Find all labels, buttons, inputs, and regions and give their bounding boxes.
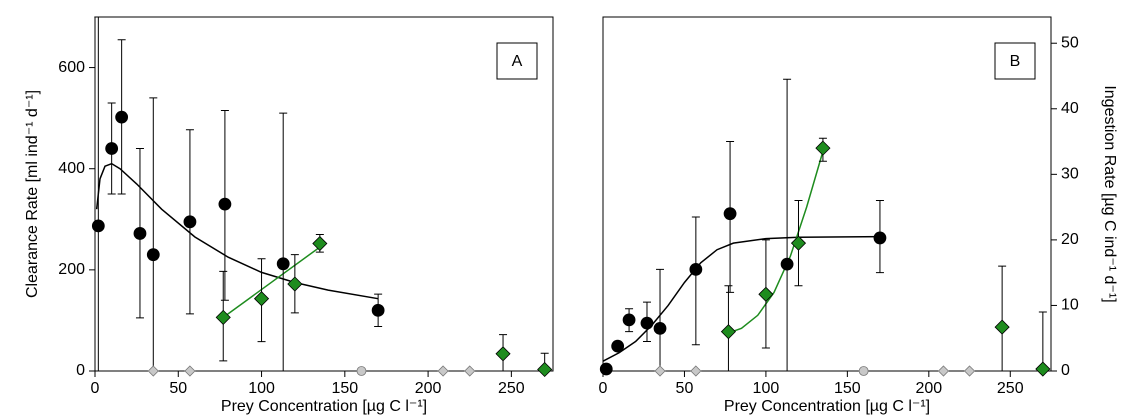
x-tick-label: 100	[753, 380, 780, 397]
x-tick-label: 0	[599, 380, 608, 397]
error-bar	[94, 16, 103, 372]
data-point	[537, 361, 553, 378]
x-tick-label: 150	[331, 380, 358, 397]
x-tick-label: 250	[498, 380, 525, 397]
data-point	[133, 227, 147, 240]
data-point	[640, 316, 654, 330]
plot-frame	[602, 16, 1052, 372]
fit-curve	[728, 151, 824, 334]
data-point	[253, 291, 270, 307]
error-bar	[279, 112, 288, 372]
y-tick-label: 200	[58, 261, 85, 278]
y-tick-label: 0	[1061, 362, 1070, 379]
x-tick-label: 0	[91, 380, 100, 397]
data-point	[963, 365, 976, 377]
data-point	[1035, 361, 1051, 377]
data-point	[91, 219, 105, 233]
y-tick-label: 20	[1061, 231, 1079, 248]
x-tick-label: 50	[169, 380, 187, 397]
x-tick-label: 200	[415, 380, 442, 397]
x-axis-label: Prey Concentration [µg C l⁻¹]	[724, 398, 930, 415]
data-point	[495, 346, 511, 362]
data-point	[790, 235, 807, 251]
panel-label-box	[994, 42, 1036, 80]
data-point	[858, 366, 869, 376]
data-point	[873, 231, 887, 245]
error-bar	[691, 216, 700, 346]
error-bar	[149, 97, 158, 372]
data-point	[146, 248, 160, 262]
fit-curve	[602, 235, 880, 362]
data-point	[115, 110, 129, 124]
data-point	[599, 362, 613, 376]
error-bar	[783, 78, 792, 372]
data-point	[815, 140, 831, 156]
x-tick-label: 100	[248, 380, 275, 397]
data-point	[653, 321, 667, 335]
data-point	[780, 257, 794, 271]
data-point	[689, 262, 703, 276]
data-point	[356, 366, 367, 376]
data-point	[437, 365, 449, 377]
x-tick-label: 150	[834, 380, 861, 397]
y-tick-label: 10	[1061, 297, 1079, 314]
data-point	[464, 365, 476, 377]
x-tick-label: 250	[997, 380, 1024, 397]
y-axis-label: Clearance Rate [ml ind⁻¹ d⁻¹]	[24, 90, 41, 298]
y-axis-label: Ingestion Rate [µg C ind⁻¹ d⁻¹]	[1101, 85, 1118, 302]
panel-label-box	[496, 42, 538, 80]
data-point	[758, 286, 774, 302]
y-tick-label: 400	[58, 160, 85, 177]
data-point	[720, 324, 737, 340]
panel-label: A	[512, 53, 523, 70]
data-point	[723, 207, 737, 221]
data-point	[184, 365, 196, 377]
y-tick-label: 50	[1061, 34, 1079, 51]
error-bar	[656, 268, 665, 372]
panel-label: B	[1010, 53, 1021, 70]
data-point	[937, 365, 950, 377]
y-tick-label: 30	[1061, 166, 1079, 183]
x-axis-label: Prey Concentration [µg C l⁻¹]	[221, 398, 427, 415]
data-point	[215, 309, 231, 325]
data-point	[994, 319, 1010, 335]
fit-curve	[222, 246, 321, 319]
data-point	[183, 215, 197, 229]
y-tick-label: 40	[1061, 100, 1079, 117]
y-tick-label: 0	[76, 362, 85, 379]
x-tick-label: 50	[676, 380, 694, 397]
y-tick-label: 600	[58, 59, 85, 76]
error-bar	[998, 265, 1007, 372]
data-point	[371, 303, 385, 317]
x-tick-label: 200	[915, 380, 942, 397]
data-point	[147, 365, 159, 377]
data-point	[690, 365, 702, 377]
data-point	[287, 276, 303, 292]
plot-frame	[94, 16, 554, 372]
data-point	[622, 313, 636, 327]
data-point	[654, 365, 666, 377]
data-point	[105, 142, 119, 155]
data-point	[611, 339, 625, 353]
data-point	[312, 235, 328, 252]
data-point	[276, 257, 290, 271]
data-point	[218, 197, 232, 211]
